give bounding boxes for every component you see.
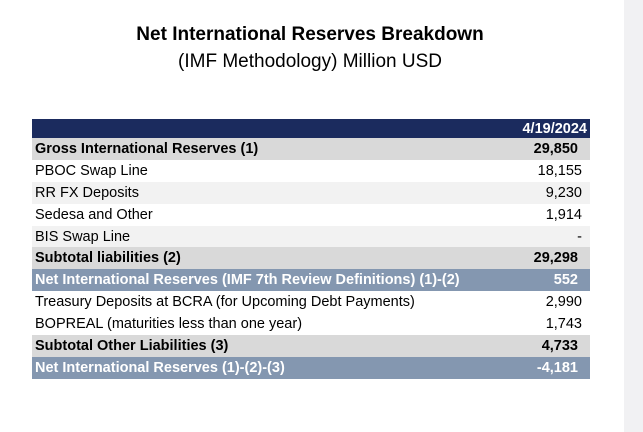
table-row: BIS Swap Line -: [32, 225, 590, 248]
row-value: 1,743: [545, 316, 582, 333]
row-value: -4,181: [536, 359, 578, 376]
table-row: PBOC Swap Line 18,155: [32, 159, 590, 182]
table-row: Gross International Reserves (1) 29,850: [32, 138, 590, 160]
row-value: 9,230: [545, 184, 582, 201]
net-reserves-row: Net International Reserves (1)-(2)-(3) -…: [32, 356, 590, 379]
row-value: 1,914: [545, 206, 582, 223]
table-row: Sedesa and Other 1,914: [32, 203, 590, 226]
row-value: 4,733: [541, 337, 578, 354]
row-value: 29,850: [533, 140, 578, 157]
table-row: BOPREAL (maturities less than one year) …: [32, 313, 590, 336]
row-label: BIS Swap Line: [35, 228, 131, 245]
right-margin-strip: [624, 0, 643, 432]
table-header-row: 4/19/2024: [32, 119, 590, 138]
date-header: 4/19/2024: [522, 120, 587, 137]
row-value: 2,990: [545, 294, 582, 311]
row-label: Gross International Reserves (1): [35, 140, 259, 157]
row-value: 552: [553, 272, 578, 289]
subtotal-row: Subtotal Other Liabilities (3) 4,733: [32, 335, 590, 357]
net-reserves-row: Net International Reserves (IMF 7th Revi…: [32, 269, 590, 292]
reserves-table: 4/19/2024 Gross International Reserves (…: [32, 119, 590, 379]
row-label: BOPREAL (maturities less than one year): [35, 316, 303, 333]
row-label: Subtotal liabilities (2): [35, 250, 181, 267]
table-row: RR FX Deposits 9,230: [32, 181, 590, 204]
page-title: Net International Reserves Breakdown: [136, 24, 484, 45]
row-label: Sedesa and Other: [35, 206, 153, 223]
row-label: Net International Reserves (IMF 7th Revi…: [35, 272, 460, 289]
row-label: PBOC Swap Line: [35, 162, 148, 179]
row-value: 18,155: [537, 162, 582, 179]
row-label: Net International Reserves (1)-(2)-(3): [35, 359, 285, 376]
row-value: 29,298: [533, 250, 578, 267]
row-label: Subtotal Other Liabilities (3): [35, 337, 229, 354]
subtotal-row: Subtotal liabilities (2) 29,298: [32, 247, 590, 270]
row-value: -: [577, 228, 582, 245]
table-row: Treasury Deposits at BCRA (for Upcoming …: [32, 291, 590, 314]
row-label: RR FX Deposits: [35, 184, 139, 201]
page-subtitle: (IMF Methodology) Million USD: [178, 51, 442, 72]
row-label: Treasury Deposits at BCRA (for Upcoming …: [35, 294, 415, 311]
